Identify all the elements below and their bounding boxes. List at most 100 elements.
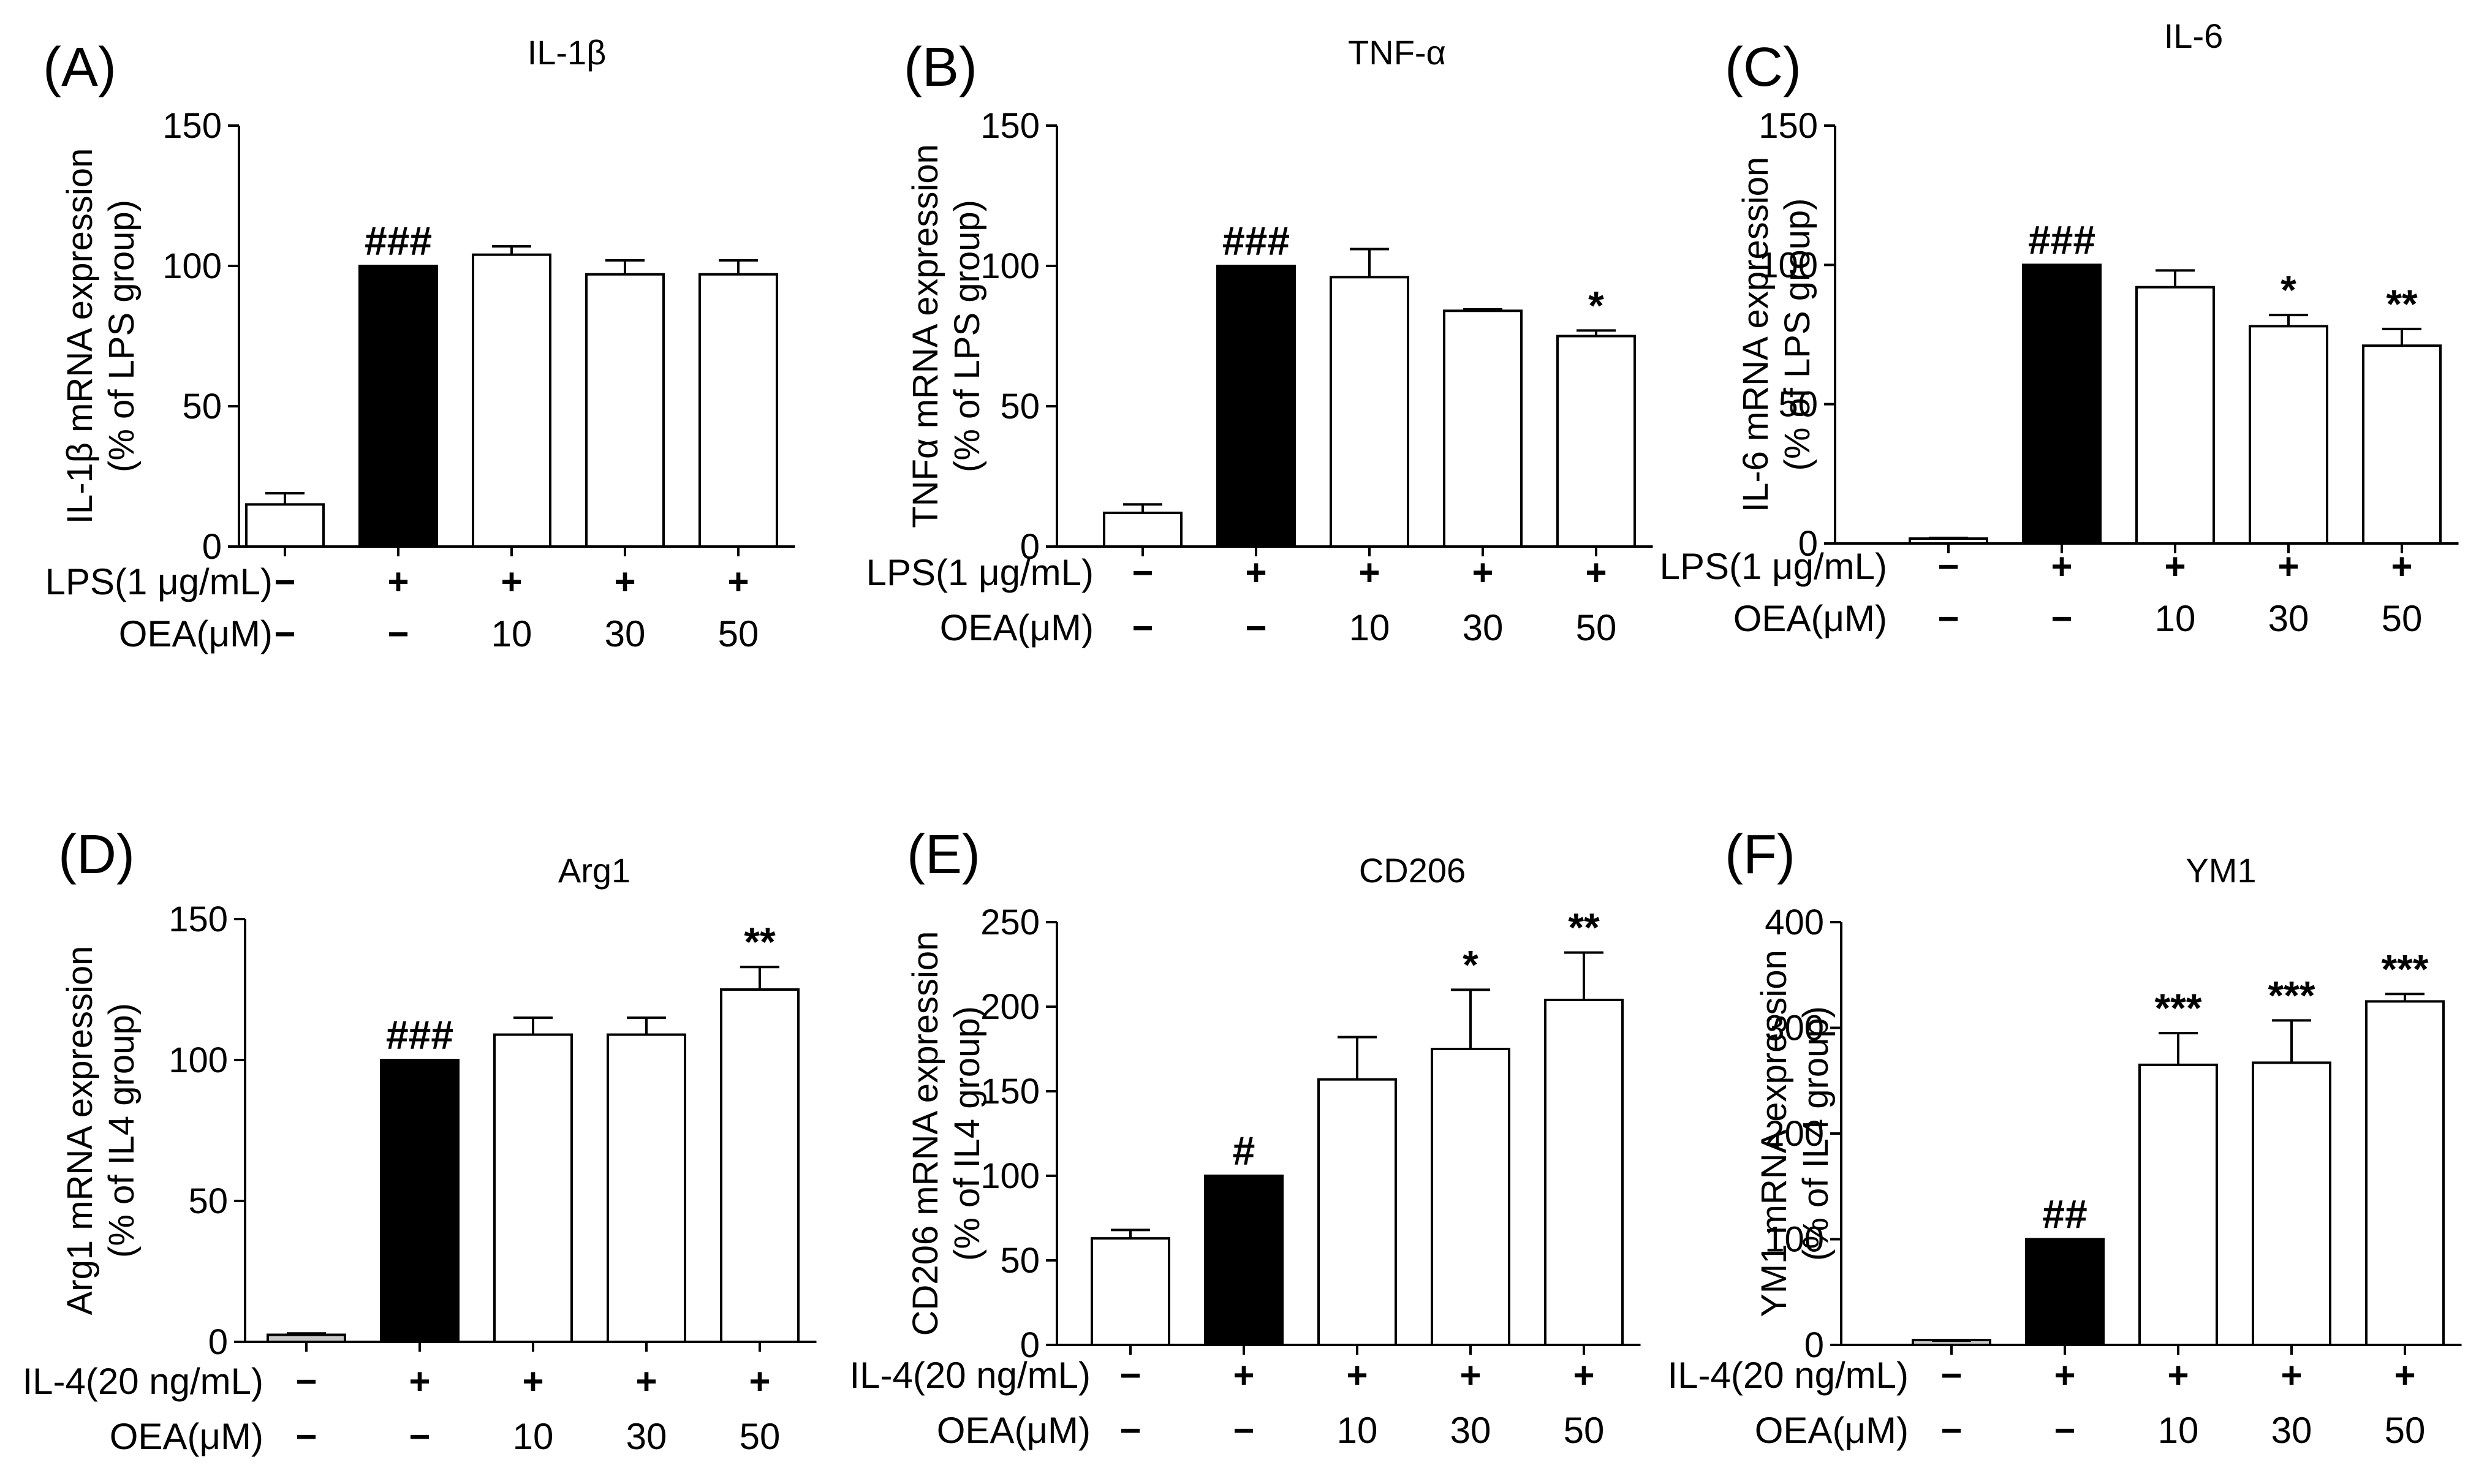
- chart-title: Arg1: [558, 851, 630, 890]
- condition-row-label: OEA(μM): [940, 607, 1094, 648]
- condition-value: −: [295, 1361, 317, 1402]
- significance-mark: ###: [2028, 217, 2095, 262]
- y-tick-label: 400: [1765, 903, 1824, 942]
- y-tick-label: 200: [1765, 1114, 1824, 1154]
- condition-value: 10: [2155, 598, 2196, 639]
- significance-mark: **: [1568, 905, 1600, 950]
- condition-value: 30: [2268, 598, 2309, 639]
- y-tick-label: 50: [1778, 385, 1818, 425]
- chart-title: YM1: [2186, 851, 2256, 890]
- condition-value: 10: [1337, 1410, 1378, 1451]
- y-axis-label-line: (% of IL4 group): [1796, 1006, 1836, 1261]
- y-axis-label-line: TNFα mRNA expression: [906, 144, 945, 528]
- condition-value: −: [2051, 598, 2072, 639]
- panel-label: (F): [1725, 824, 1795, 885]
- y-tick-label: 0: [1020, 527, 1040, 567]
- y-axis-label-line: IL-1β mRNA expression: [60, 148, 100, 524]
- condition-value: −: [1940, 1410, 1962, 1451]
- bar: [472, 253, 551, 548]
- y-tick-label: 250: [980, 903, 1040, 942]
- chart-panel-a: (A) IL-1β 0 50 100 150 IL-1β mRNA expression(%…: [43, 33, 795, 654]
- bar: [2362, 344, 2442, 545]
- y-tick-label: 50: [1000, 1241, 1040, 1281]
- condition-value: 50: [1576, 607, 1617, 648]
- y-tick-label: 100: [980, 246, 1040, 286]
- bar: [1431, 1048, 1510, 1346]
- y-tick-label: 150: [168, 899, 228, 939]
- y-axis-label-line: (% of IL4 group): [102, 1003, 142, 1258]
- condition-value: +: [749, 1361, 770, 1402]
- condition-value: 30: [605, 613, 646, 654]
- bar: [1204, 1175, 1284, 1346]
- condition-value: 30: [626, 1416, 667, 1457]
- condition-row-label: IL-4(20 ng/mL): [849, 1355, 1091, 1396]
- bar: [493, 1033, 573, 1343]
- y-tick-label: 150: [162, 106, 222, 146]
- condition-value: −: [409, 1416, 430, 1457]
- condition-value: 50: [2382, 598, 2423, 639]
- bar: [1909, 537, 1988, 545]
- bar: [2249, 325, 2328, 545]
- condition-value: −: [274, 613, 295, 654]
- bar: [1317, 1078, 1397, 1347]
- bar: [267, 1333, 346, 1343]
- bar: [1103, 512, 1183, 548]
- condition-value: +: [1585, 552, 1607, 593]
- panel-label: (D): [58, 824, 135, 885]
- y-axis-label-line: (% of LPS group): [1777, 199, 1817, 471]
- significance-mark: ##: [2042, 1192, 2087, 1237]
- y-axis-label: YM1 mRNA expression(% of IL4 group): [1754, 950, 1836, 1317]
- y-tick-label: 100: [1765, 1220, 1824, 1260]
- bar: [585, 273, 665, 548]
- y-tick-label: 150: [980, 106, 1040, 146]
- y-tick-label: 50: [1000, 387, 1040, 426]
- y-tick-label: 100: [980, 1156, 1040, 1196]
- bar: [2022, 263, 2102, 545]
- bar: [245, 503, 325, 548]
- condition-value: +: [2051, 546, 2072, 587]
- bar: [2135, 286, 2215, 545]
- condition-row-label: IL-4(20 ng/mL): [1667, 1355, 1909, 1396]
- condition-value: 30: [1463, 607, 1504, 648]
- y-tick-label: 0: [1804, 1325, 1824, 1365]
- y-axis-label-line: Arg1 mRNA expression: [60, 946, 100, 1316]
- condition-value: +: [501, 561, 522, 602]
- significance-mark: ###: [1222, 218, 1290, 263]
- significance-mark: *: [1463, 942, 1478, 987]
- condition-value: +: [1472, 552, 1493, 593]
- y-tick-label: 0: [202, 527, 222, 567]
- condition-value: −: [1132, 552, 1153, 593]
- y-axis-label-line: (% of LPS group): [102, 200, 142, 472]
- condition-value: −: [1132, 607, 1153, 648]
- condition-value: −: [1940, 1355, 1962, 1396]
- condition-value: 30: [1450, 1410, 1491, 1451]
- condition-value: 10: [2158, 1410, 2199, 1451]
- y-axis-label-line: CD206 mRNA expression: [906, 931, 945, 1336]
- condition-value: +: [2391, 546, 2412, 587]
- condition-row-label: OEA(μM): [937, 1410, 1091, 1451]
- chart-title: CD206: [1359, 851, 1466, 890]
- y-axis-label: TNFα mRNA expression(% of LPS group): [906, 144, 987, 528]
- panel-label: (A): [43, 37, 116, 98]
- y-tick-label: 0: [1798, 524, 1818, 564]
- condition-value: +: [1245, 552, 1266, 593]
- condition-value: 10: [1349, 607, 1390, 648]
- y-tick-label: 0: [1020, 1325, 1040, 1365]
- significance-mark: ###: [386, 1012, 453, 1058]
- y-tick-label: 100: [1758, 245, 1818, 285]
- bar: [698, 273, 778, 548]
- chart-title: IL-6: [2164, 17, 2224, 55]
- bar: [1544, 998, 1624, 1346]
- chart-title: TNF-α: [1348, 33, 1446, 72]
- condition-value: +: [614, 561, 635, 602]
- chart-panel-d: (D) Arg1 0 50 100 150 Arg1 mRNA expression(% o…: [22, 824, 817, 1457]
- y-axis-label-line: (% of IL4 group): [947, 1006, 987, 1261]
- y-tick-label: 50: [188, 1181, 228, 1221]
- y-tick-label: 200: [980, 987, 1040, 1027]
- condition-value: +: [2054, 1355, 2075, 1396]
- y-tick-label: 150: [1758, 106, 1818, 146]
- bar: [2252, 1061, 2331, 1347]
- condition-value: −: [1233, 1410, 1254, 1451]
